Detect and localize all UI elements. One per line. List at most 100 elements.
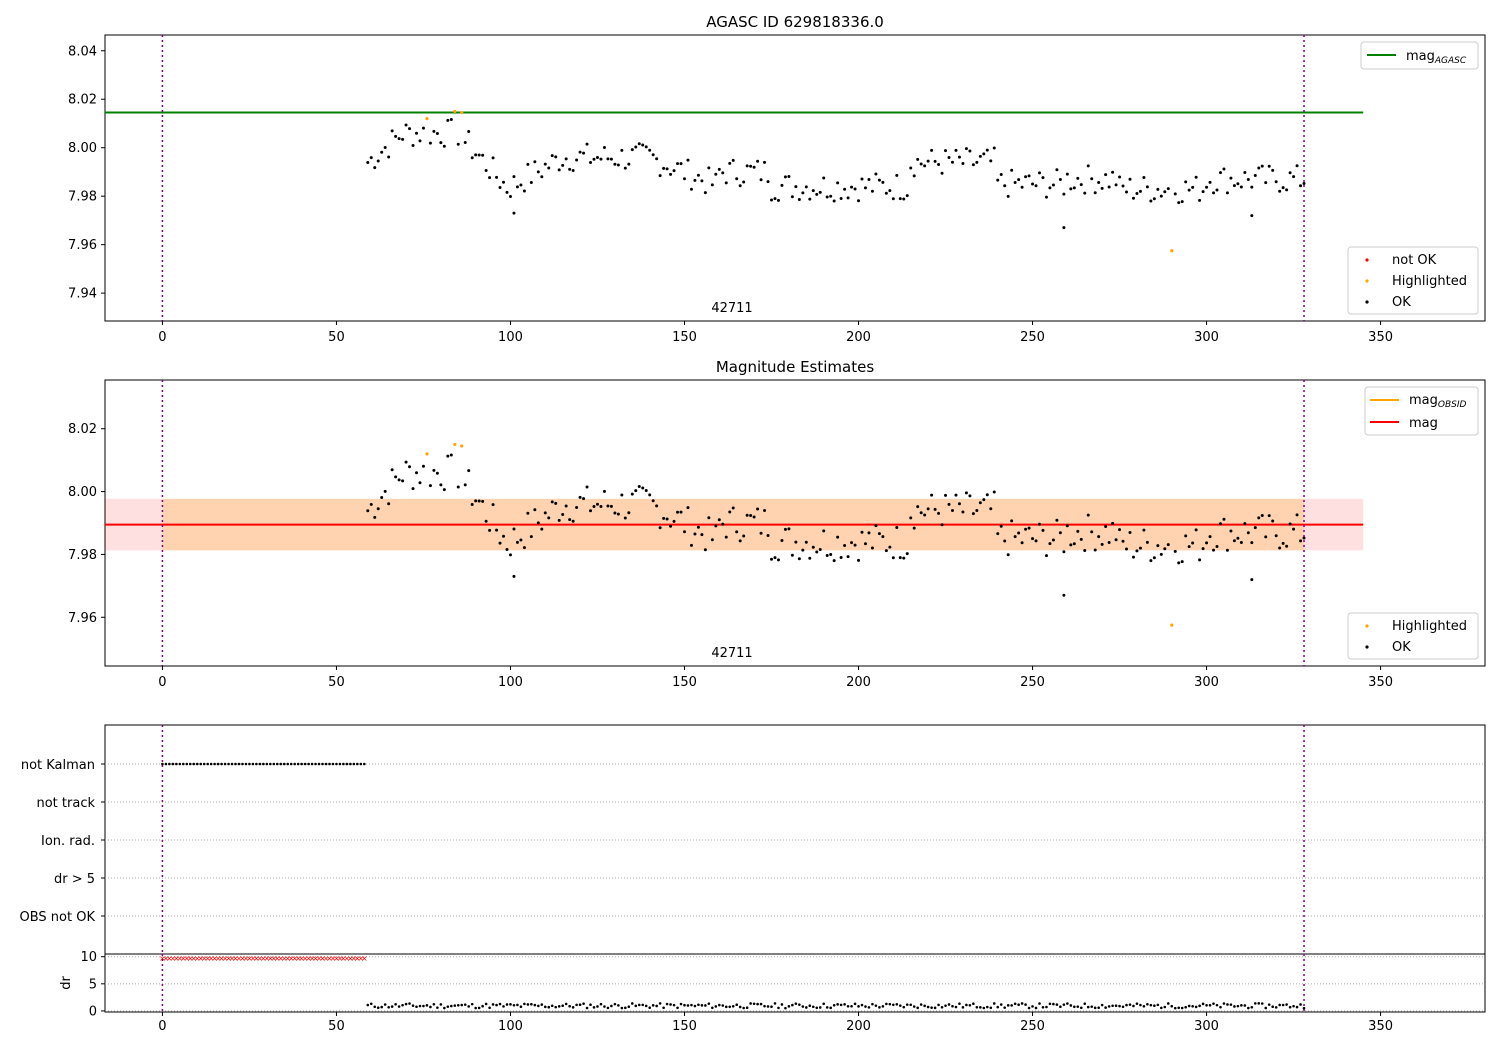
dr-point bbox=[366, 1003, 370, 1007]
flag-label-obs-not-ok: OBS not OK bbox=[20, 910, 96, 925]
ok-point bbox=[515, 185, 519, 189]
dr-point bbox=[1135, 1002, 1139, 1005]
dr-point bbox=[547, 1005, 551, 1009]
ok-point bbox=[641, 486, 645, 490]
dr-point bbox=[805, 1006, 808, 1009]
ok-point bbox=[1051, 183, 1055, 187]
dr-high-marker: × bbox=[190, 954, 197, 963]
dr-high-marker: × bbox=[215, 954, 222, 963]
y-tick-label: 8.00 bbox=[68, 141, 97, 156]
ok-point bbox=[369, 156, 373, 160]
dr-point bbox=[1247, 1006, 1250, 1010]
ok-point bbox=[456, 142, 460, 146]
dr-point bbox=[707, 1002, 711, 1005]
ok-point bbox=[874, 172, 878, 176]
ok-point bbox=[564, 157, 568, 161]
dr-point bbox=[1100, 1003, 1104, 1007]
flag-label-not-track: not track bbox=[36, 796, 95, 811]
agasc-magnitude-panel: AGASC ID 629818336.0 0 50 100 150 200 250 300 3… bbox=[68, 13, 1486, 345]
ok-point bbox=[902, 197, 906, 201]
ok-point bbox=[961, 161, 965, 165]
ok-point bbox=[1243, 170, 1247, 174]
ok-point bbox=[874, 524, 878, 528]
ok-point bbox=[1218, 522, 1222, 526]
ok-point bbox=[1208, 180, 1212, 184]
ok-point bbox=[526, 511, 530, 515]
dr-point bbox=[1253, 1002, 1257, 1005]
ok-point bbox=[1010, 519, 1014, 523]
ok-point bbox=[752, 515, 756, 519]
dr-high-marker: × bbox=[176, 954, 183, 963]
dr-point bbox=[860, 1003, 864, 1007]
dr-point bbox=[693, 1004, 697, 1008]
dr-point bbox=[557, 1005, 561, 1008]
dr-point bbox=[620, 1006, 624, 1010]
ok-point bbox=[846, 555, 850, 559]
dr-point bbox=[477, 1006, 481, 1010]
dr-point bbox=[498, 1002, 502, 1006]
x-tick-label: 100 bbox=[498, 1019, 523, 1034]
ok-point bbox=[1027, 526, 1031, 530]
ok-point bbox=[589, 160, 593, 164]
ok-point bbox=[1125, 190, 1129, 194]
ok-point bbox=[502, 180, 506, 184]
dr-point bbox=[596, 1005, 599, 1008]
ok-point bbox=[957, 502, 961, 506]
not-kalman-point bbox=[195, 762, 199, 766]
legend-label-mag: mag bbox=[1409, 416, 1438, 431]
ok-point bbox=[1065, 524, 1069, 528]
dr-point bbox=[624, 1006, 627, 1010]
dr-point bbox=[1139, 1003, 1142, 1007]
dr-point bbox=[728, 1005, 732, 1009]
ok-point bbox=[508, 553, 512, 557]
dr-point bbox=[721, 1004, 725, 1007]
ok-point bbox=[467, 469, 471, 473]
ok-point bbox=[1225, 191, 1229, 195]
ok-point bbox=[1020, 185, 1024, 189]
ok-point bbox=[658, 174, 662, 178]
dr-point bbox=[637, 1003, 641, 1007]
dr-point bbox=[1055, 1003, 1059, 1006]
highlighted-point bbox=[425, 117, 429, 121]
ok-point bbox=[1024, 175, 1028, 179]
panel2-frame bbox=[104, 379, 1486, 667]
ok-point bbox=[397, 137, 401, 141]
ok-point bbox=[575, 505, 579, 509]
ok-point bbox=[1222, 517, 1226, 521]
ok-point bbox=[623, 516, 627, 520]
dr-point bbox=[564, 1002, 568, 1006]
ok-point bbox=[916, 505, 920, 509]
dr-panel: ××××××××××××××××××××××××××××××××××××××××… bbox=[59, 950, 1486, 1034]
ok-point bbox=[888, 545, 892, 549]
legend-mag-obsid-sub: OBSID bbox=[1438, 400, 1467, 410]
ok-point bbox=[703, 191, 707, 195]
ok-point bbox=[891, 556, 895, 560]
panel2-data-points bbox=[105, 380, 1364, 666]
dr-point bbox=[798, 1003, 801, 1006]
dr-point bbox=[780, 1003, 784, 1006]
ok-point bbox=[522, 189, 526, 193]
dr-point bbox=[711, 1006, 714, 1010]
ok-point bbox=[717, 167, 721, 171]
dr-point bbox=[794, 1002, 798, 1005]
ok-point bbox=[1086, 164, 1090, 168]
ok-point bbox=[366, 161, 370, 165]
ok-point bbox=[595, 156, 599, 160]
ok-point bbox=[808, 197, 812, 201]
ok-point bbox=[735, 177, 739, 181]
ok-point bbox=[1079, 537, 1083, 541]
dr-high-marker: × bbox=[274, 954, 281, 963]
ok-point bbox=[978, 501, 982, 505]
dr-point bbox=[554, 1005, 558, 1009]
ok-point bbox=[644, 489, 648, 493]
ok-point bbox=[804, 540, 808, 544]
ok-point bbox=[863, 542, 867, 546]
ok-point bbox=[836, 535, 840, 539]
ok-point bbox=[1246, 531, 1250, 535]
ok-point bbox=[766, 533, 770, 537]
ok-point bbox=[446, 454, 450, 458]
dr-point bbox=[1278, 1003, 1281, 1007]
dr-point bbox=[1212, 1002, 1215, 1005]
ok-point bbox=[992, 490, 996, 494]
legend2-marker-highlighted bbox=[1365, 624, 1369, 628]
